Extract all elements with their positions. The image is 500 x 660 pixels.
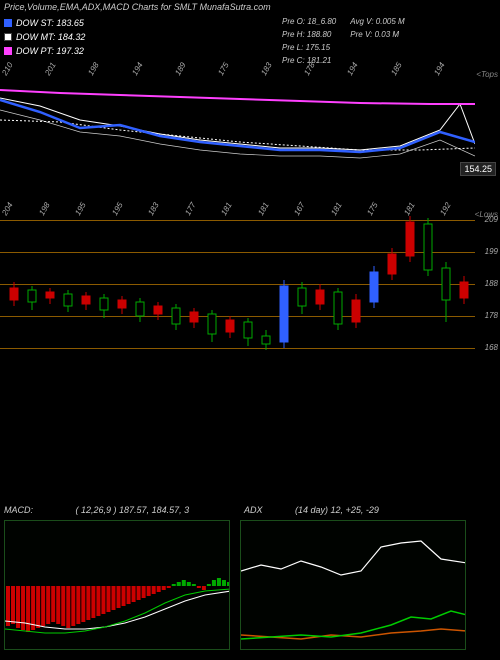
- legend-mt: DOW MT: 184.32: [4, 30, 85, 44]
- stat-pre-l: Pre L: 175.15: [282, 42, 348, 53]
- stat-avg-v: Avg V: 0.005 M: [350, 16, 416, 27]
- macd-label: MACD: ( 12,26,9 ) 187.57, 184.57, 3: [4, 505, 189, 515]
- lows-label: <Lows: [475, 210, 498, 219]
- y-tick: 178: [485, 311, 498, 320]
- y-tick: 168: [485, 343, 498, 352]
- legend: DOW ST: 183.65 DOW MT: 184.32 DOW PT: 19…: [4, 16, 85, 58]
- legend-pt-text: DOW PT: 197.32: [16, 44, 84, 58]
- tops-label: <Tops: [476, 70, 498, 79]
- candle-chart: [0, 210, 475, 370]
- swatch-mt: [4, 33, 12, 41]
- legend-mt-text: DOW MT: 184.32: [16, 30, 85, 44]
- macd-panel: [4, 520, 230, 650]
- adx-title: ADX: [244, 505, 263, 515]
- legend-pt: DOW PT: 197.32: [4, 44, 85, 58]
- legend-st: DOW ST: 183.65: [4, 16, 85, 30]
- legend-st-text: DOW ST: 183.65: [16, 16, 84, 30]
- ema-chart: [0, 70, 475, 190]
- adx-panel: [240, 520, 466, 650]
- macd-values: ( 12,26,9 ) 187.57, 184.57, 3: [76, 505, 190, 515]
- y-tick: 199: [485, 247, 498, 256]
- adx-values: (14 day) 12, +25, -29: [295, 505, 379, 515]
- price-value-box: 154.25: [460, 162, 496, 176]
- adx-svg: [241, 521, 465, 649]
- stats-block: Pre O: 18_6.80Avg V: 0.005 M Pre H: 188.…: [280, 14, 419, 68]
- chart-title: Price,Volume,EMA,ADX,MACD Charts for SML…: [4, 2, 271, 12]
- stat-pre-v: Pre V: 0.03 M: [350, 29, 416, 40]
- macd-title: MACD:: [4, 505, 33, 515]
- stat-pre-o: Pre O: 18_6.80: [282, 16, 348, 27]
- swatch-pt: [4, 47, 12, 55]
- macd-svg: [5, 521, 229, 649]
- adx-label: ADX (14 day) 12, +25, -29: [244, 505, 379, 515]
- stat-pre-h: Pre H: 188.80: [282, 29, 348, 40]
- y-tick: 188: [485, 279, 498, 288]
- swatch-st: [4, 19, 12, 27]
